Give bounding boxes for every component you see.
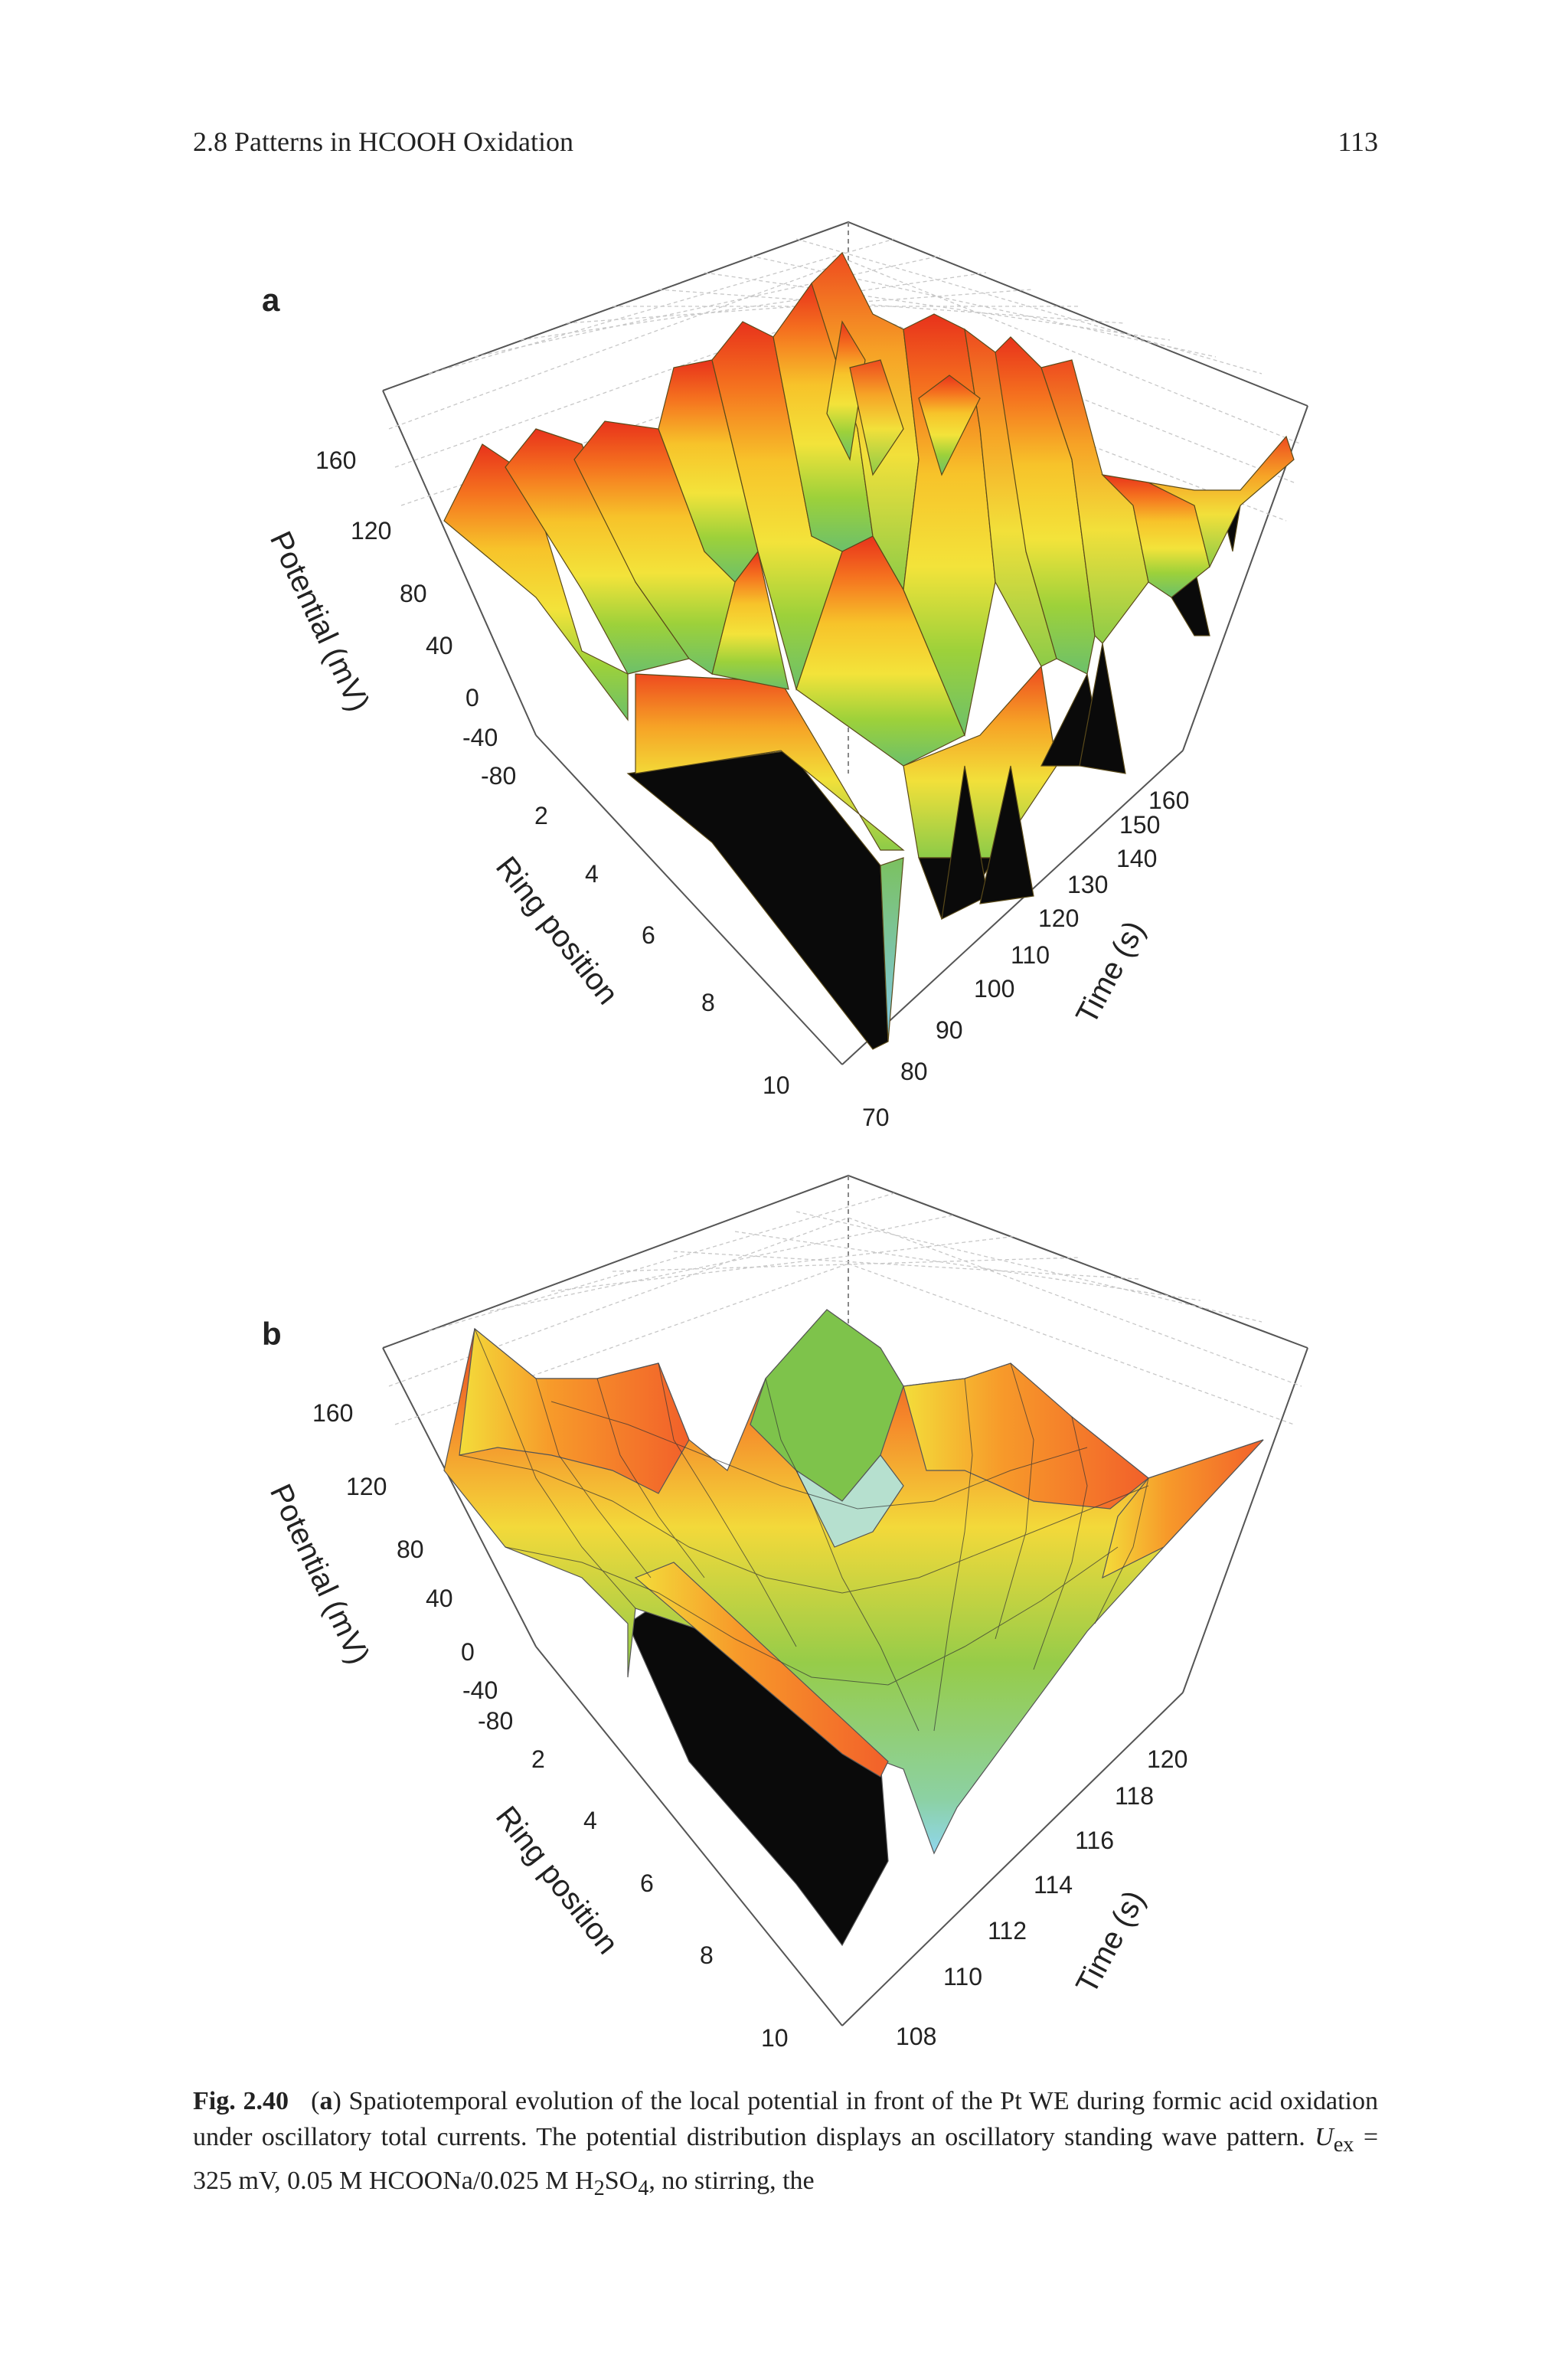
surface-a — [443, 251, 1295, 1050]
x-axis-label-b: Ring position — [489, 1800, 625, 1960]
z-tick-a-80: 80 — [400, 580, 427, 607]
z-tick-a-40: 40 — [426, 632, 453, 659]
x-tick-a-4: 4 — [585, 860, 599, 888]
panel-label-a: a — [262, 282, 280, 318]
x-tick-b-6: 6 — [640, 1869, 654, 1897]
y-tick-b-116: 116 — [1075, 1827, 1114, 1854]
caption-text: Spatiotemporal evolution of the local po… — [193, 2087, 1378, 2151]
y-axis-label-b: Time (s) — [1070, 1885, 1152, 1999]
y-tick-b-110: 110 — [943, 1963, 982, 1990]
caption-conditions: = 325 mV, 0.05 M HCOONa/0.025 M H — [193, 2123, 1378, 2195]
y-tick-b-114: 114 — [1034, 1871, 1073, 1899]
y-tick-a-130: 130 — [1067, 871, 1108, 898]
section-title: 2.8 Patterns in HCOOH Oxidation — [193, 126, 573, 157]
running-head: 2.8 Patterns in HCOOH Oxidation 113 — [193, 123, 1378, 161]
z-tick-b-40: 40 — [426, 1585, 453, 1612]
y-tick-b-118: 118 — [1115, 1782, 1154, 1810]
figure-caption: Fig. 2.40 (a) Spatiotemporal evolution o… — [193, 2087, 1378, 2200]
surface-b — [443, 1309, 1264, 1947]
panel-b-svg: 160 120 80 40 0 -40 -80 2 4 6 8 10 108 1… — [263, 1174, 1308, 2052]
x-tick-b-10: 10 — [761, 2024, 789, 2052]
panel-label-b: b — [262, 1316, 282, 1352]
z-tick-a-120: 120 — [351, 517, 391, 545]
grid-b — [388, 1192, 1302, 1425]
z-tick-b-m40: -40 — [462, 1676, 498, 1704]
y-tick-b-108: 108 — [896, 2023, 936, 2050]
x-tick-a-8: 8 — [701, 989, 715, 1016]
x-tick-a-2: 2 — [534, 802, 548, 829]
z-tick-b-120: 120 — [346, 1473, 387, 1500]
y-tick-a-80: 80 — [900, 1058, 928, 1085]
figure-panel-b: 160 120 80 40 0 -40 -80 2 4 6 8 10 108 1… — [0, 1149, 1568, 2075]
x-tick-a-10: 10 — [763, 1071, 790, 1099]
x-tick-a-6: 6 — [642, 921, 655, 949]
y-tick-b-112: 112 — [988, 1917, 1027, 1945]
panel-a-svg: 160 120 80 40 0 -40 -80 2 4 6 8 10 70 80… — [263, 221, 1308, 1131]
z-tick-b-0: 0 — [461, 1638, 475, 1666]
y-tick-a-100: 100 — [974, 975, 1014, 1003]
z-tick-a-160: 160 — [315, 446, 356, 474]
caption-tail: , no stirring, the — [648, 2166, 815, 2195]
z-tick-a-m80: -80 — [481, 762, 516, 790]
z-tick-b-160: 160 — [312, 1399, 353, 1427]
axis-box-b — [382, 1174, 1308, 2026]
y-tick-a-150: 150 — [1119, 811, 1160, 839]
mesh-b — [459, 1328, 1149, 1732]
z-tick-a-0: 0 — [466, 684, 479, 711]
y-tick-a-140: 140 — [1116, 845, 1157, 872]
x-axis-label-a: Ring position — [489, 850, 625, 1010]
z-tick-b-80: 80 — [397, 1536, 424, 1563]
x-tick-b-4: 4 — [583, 1807, 597, 1834]
z-tick-b-m80: -80 — [478, 1707, 513, 1735]
y-tick-a-160: 160 — [1148, 787, 1189, 814]
z-axis-label-b: Potential (mV) — [263, 1479, 376, 1669]
y-axis-label-a: Time (s) — [1070, 915, 1152, 1029]
y-tick-a-70: 70 — [862, 1104, 890, 1131]
y-tick-a-110: 110 — [1011, 941, 1050, 969]
caption-panel-ref: a — [319, 2087, 333, 2115]
x-tick-b-8: 8 — [700, 1941, 714, 1969]
figure-panel-a: 160 120 80 40 0 -40 -80 2 4 6 8 10 70 80… — [0, 0, 1568, 1149]
y-tick-a-90: 90 — [936, 1016, 963, 1044]
y-tick-b-120: 120 — [1147, 1745, 1187, 1773]
caption-label: Fig. 2.40 — [193, 2087, 289, 2115]
z-axis-label-a: Potential (mV) — [263, 526, 376, 716]
y-tick-a-120: 120 — [1038, 904, 1079, 932]
page-number: 113 — [1338, 126, 1378, 157]
z-tick-a-m40: -40 — [462, 724, 498, 751]
x-tick-b-2: 2 — [531, 1745, 545, 1773]
